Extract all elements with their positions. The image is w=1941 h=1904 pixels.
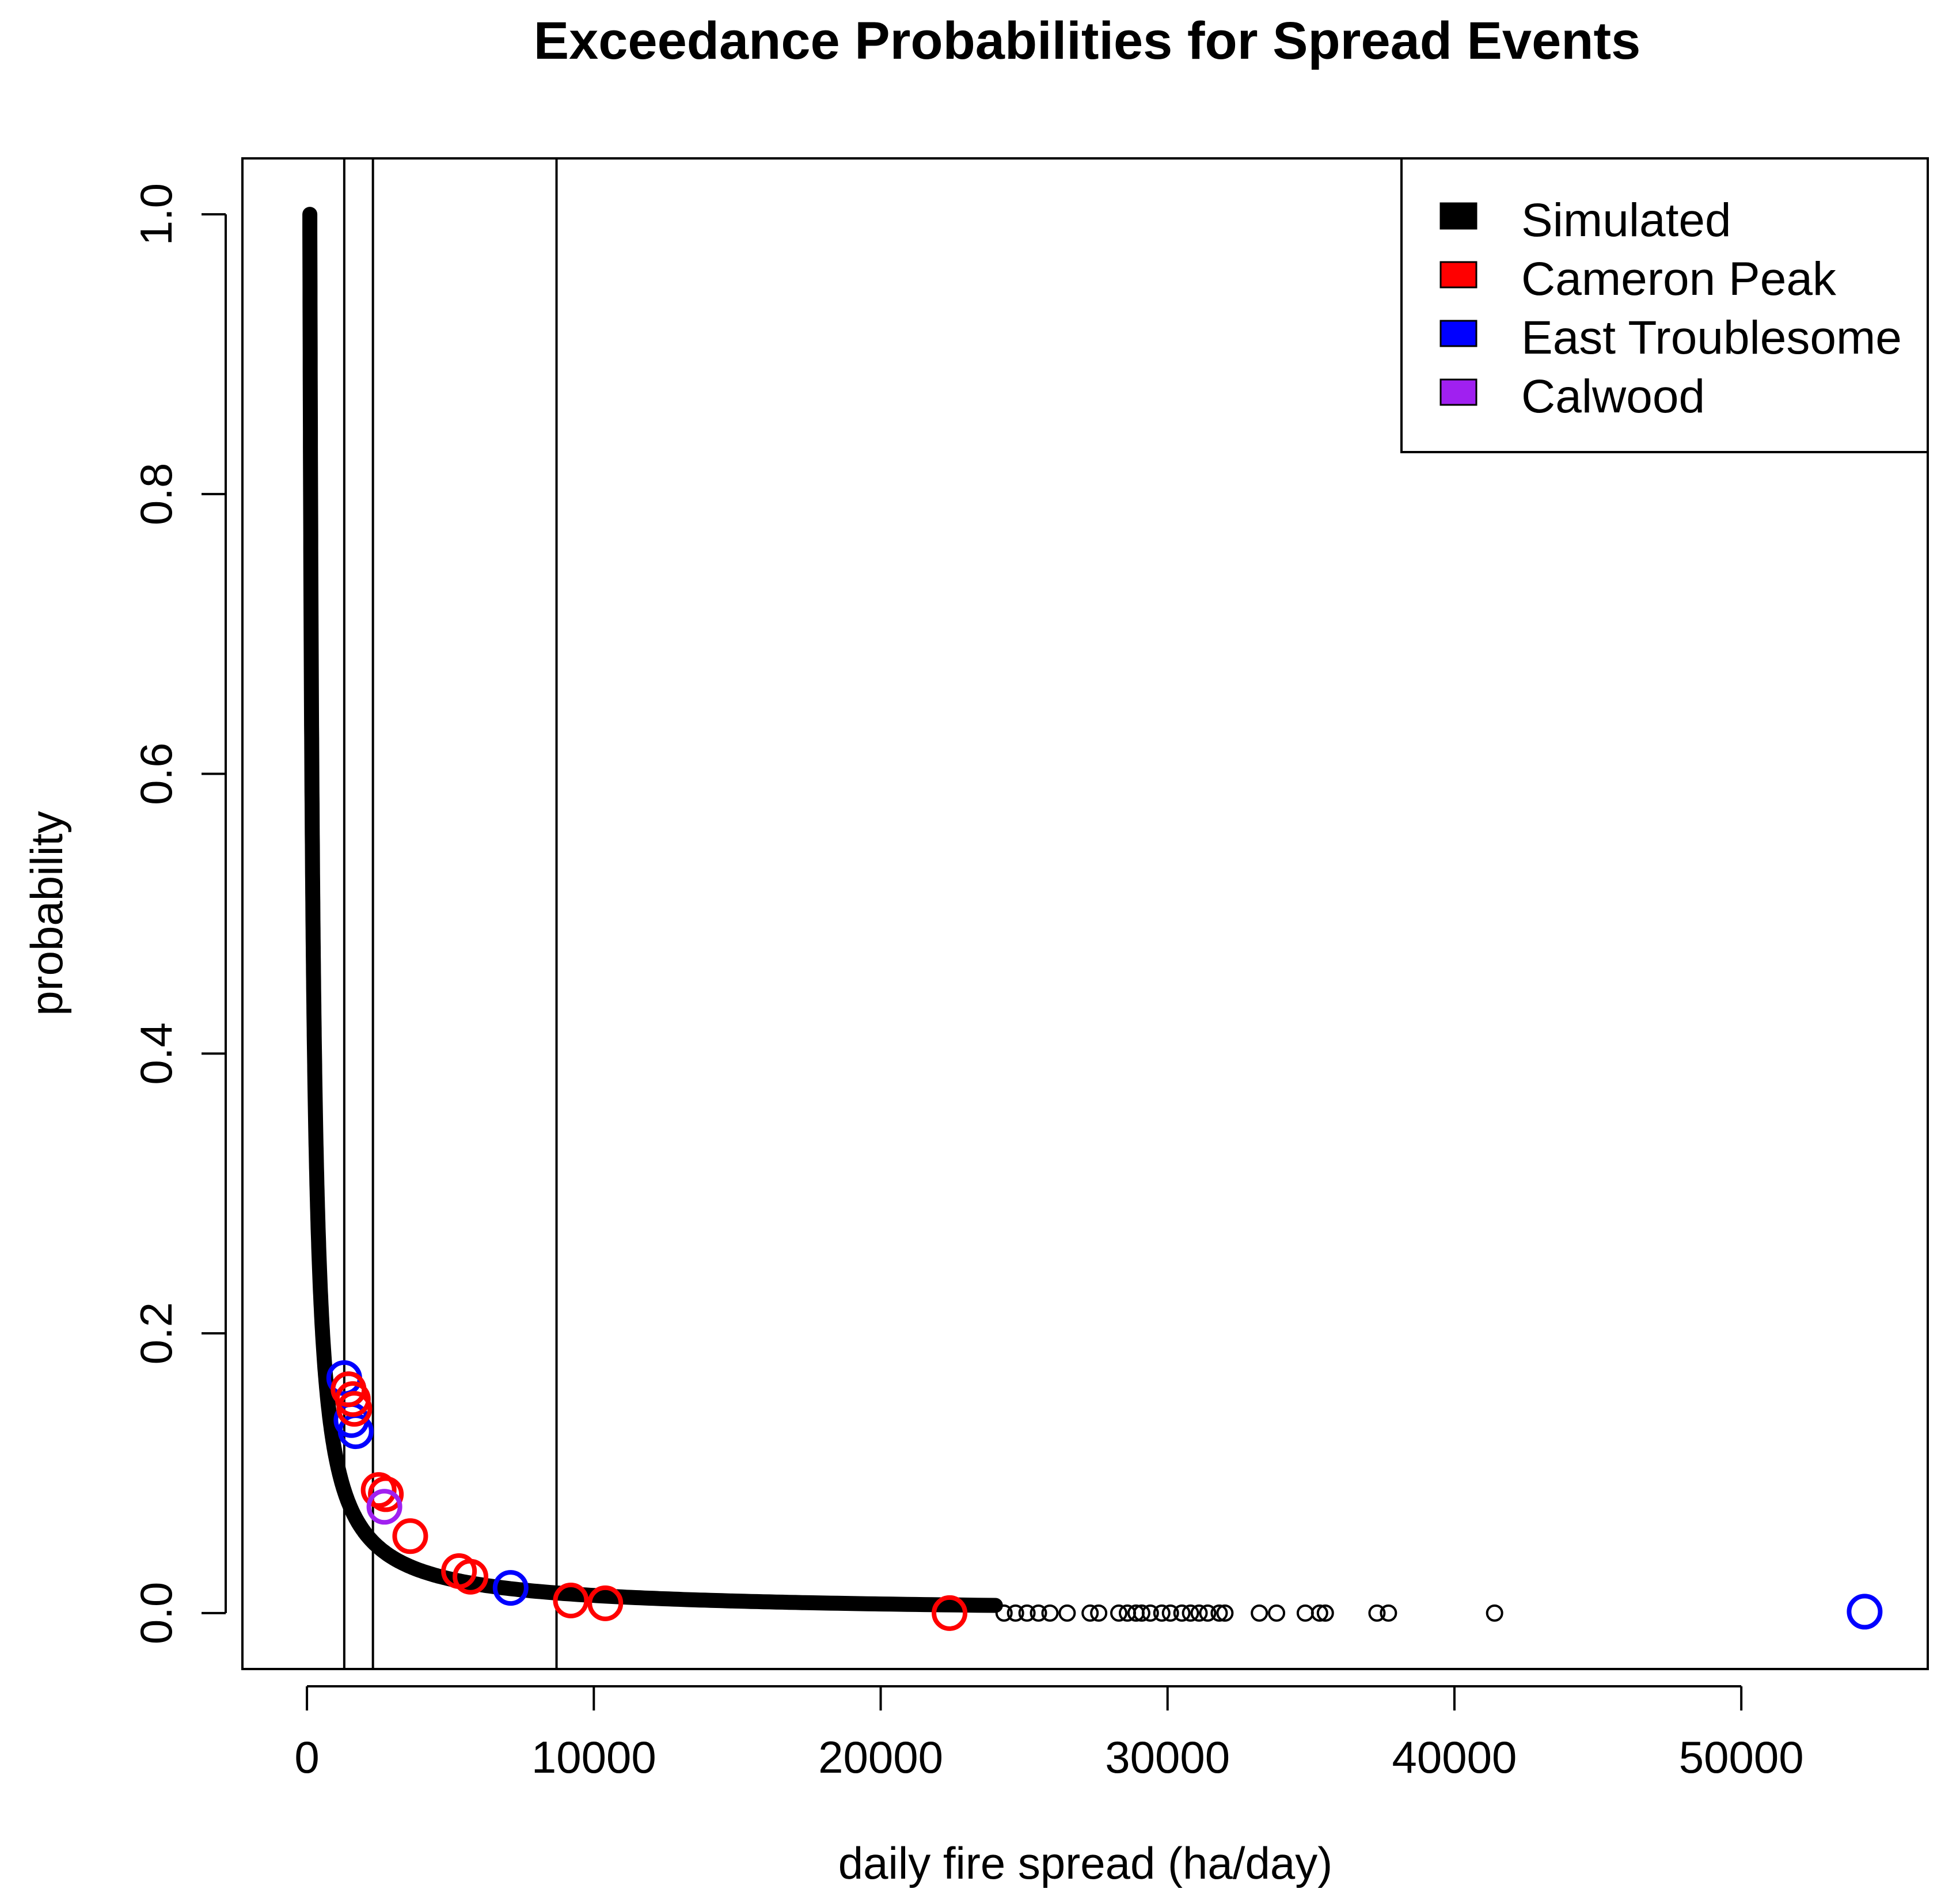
simulated-point [1090,1604,1108,1622]
simulated-curve [302,207,1003,1613]
cameron-peak-point [932,1595,968,1631]
simulated-point [1173,1604,1191,1622]
y-tick-label: 1.0 [131,183,181,245]
simulated-point [1380,1604,1397,1622]
x-tick-label: 20000 [818,1732,943,1782]
simulated-point [1296,1604,1314,1622]
x-axis: 0 10000 20000 30000 40000 50000 [294,1685,1804,1782]
x-tick-label: 40000 [1392,1732,1517,1782]
east-troublesome-point [1847,1594,1883,1630]
simulated-point [1251,1604,1268,1622]
simulated-point [1190,1604,1208,1622]
simulated-point [1311,1604,1328,1622]
cameron-peak-point [336,1391,373,1427]
simulated-point [1199,1604,1217,1622]
legend-swatch-simulated [1439,202,1477,230]
y-tick-label: 0.2 [131,1302,181,1364]
legend-label-cameron-peak: Cameron Peak [1521,253,1837,305]
simulated-point [1368,1604,1386,1622]
y-tick-label: 0.6 [131,742,181,805]
simulated-point [1316,1604,1334,1622]
legend-label-simulated: Simulated [1521,194,1731,246]
legend-swatch-calwood [1439,378,1477,406]
simulated-point [1133,1604,1150,1622]
legend-swatch-cameron-peak [1439,261,1477,289]
legend-swatch-east-troublesome [1439,320,1477,347]
x-tick-label: 10000 [531,1732,656,1782]
simulated-point [1081,1604,1099,1622]
y-axis-label: probability [21,811,72,1016]
y-tick-label: 0.8 [131,463,181,525]
x-tick-label: 30000 [1105,1732,1230,1782]
simulated-point [1110,1604,1128,1622]
simulated-point [1018,1604,1036,1622]
simulated-point [1161,1604,1179,1622]
chart-title: Exceedance Probabilities for Spread Even… [534,12,1641,70]
simulated-point [1182,1604,1199,1622]
simulated-point [1058,1604,1076,1622]
simulated-series [302,207,1003,1613]
calwood-point [366,1489,402,1525]
reference-lines [343,158,558,1669]
x-tick-label: 50000 [1679,1732,1804,1782]
simulated-point [1030,1604,1047,1622]
y-tick-label: 0.4 [131,1022,181,1084]
simulated-point [1210,1604,1228,1622]
cameron-peak-point [553,1582,589,1618]
legend: Simulated Cameron Peak East Troublesome Cal… [1400,157,1929,453]
simulated-point [1268,1604,1286,1622]
simulated-point [1006,1604,1024,1622]
cameron-peak-point [453,1558,489,1595]
simulated-point [1153,1604,1171,1622]
plot-frame [241,157,1929,1670]
legend-label-calwood: Calwood [1521,370,1705,423]
cameron-peak-point [392,1518,428,1554]
legend-label-east-troublesome: East Troublesome [1521,312,1902,364]
simulated-point [1216,1604,1234,1622]
cameron-peak-point [368,1476,404,1512]
simulated-point [1041,1604,1059,1622]
cameron-peak-point [587,1585,624,1621]
simulated-point [1141,1604,1159,1622]
simulated-tail-points [995,1604,1503,1622]
simulated-point [1486,1604,1503,1622]
legend-box [1400,157,1929,453]
y-axis: 0.0 0.2 0.4 0.6 0.8 1.0 [131,183,227,1644]
east-troublesome-point [492,1570,529,1606]
simulated-point [995,1604,1013,1622]
observed-fire-points [326,1360,1883,1631]
y-tick-label: 0.0 [131,1582,181,1644]
x-tick-label: 0 [294,1732,319,1782]
x-axis-label: daily fire spread (ha/day) [838,1838,1332,1888]
